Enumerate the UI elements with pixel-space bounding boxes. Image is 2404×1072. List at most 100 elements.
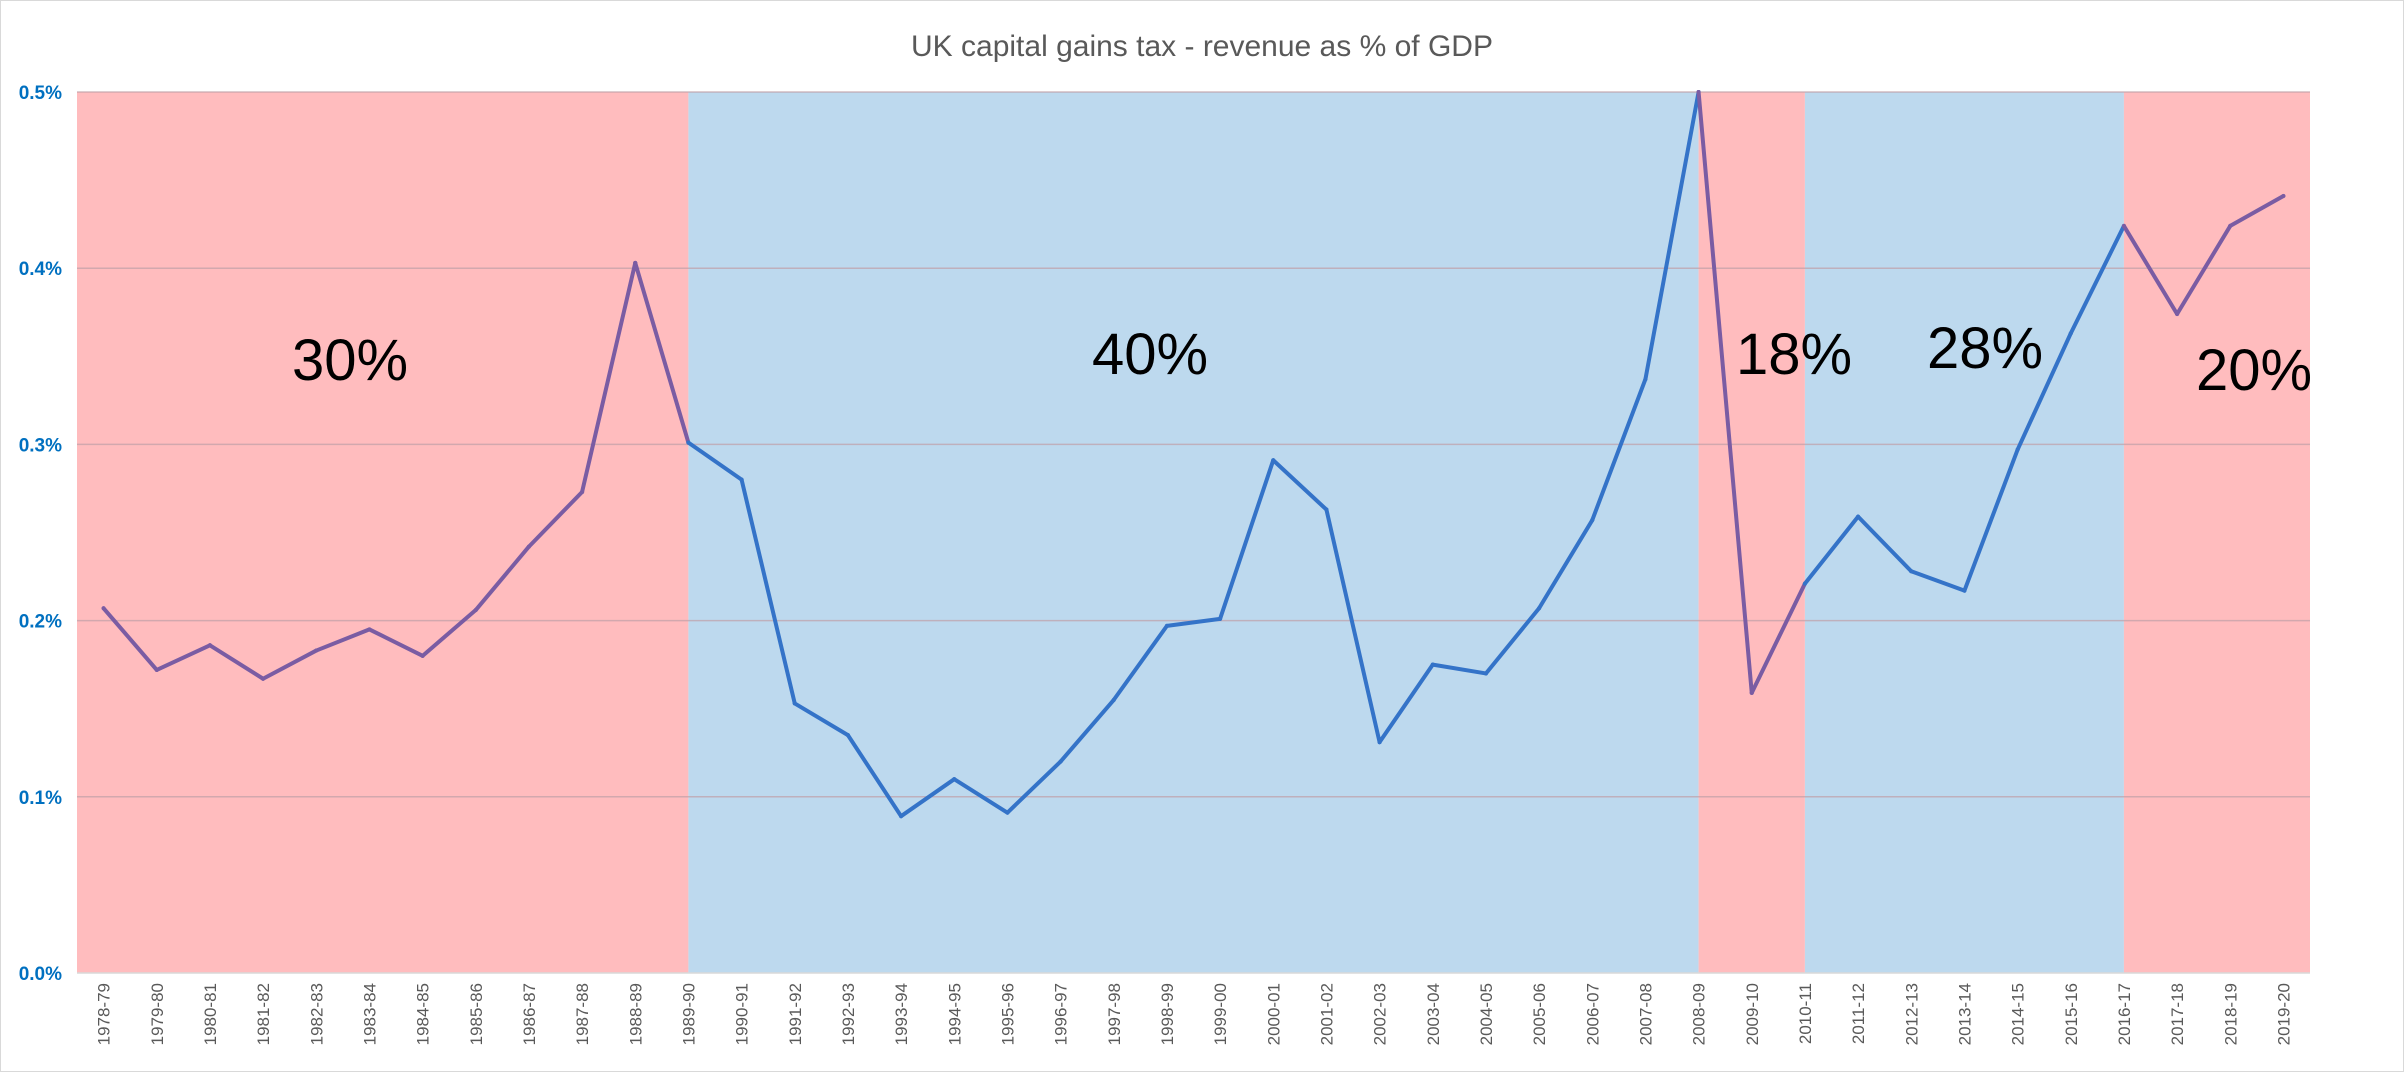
line-segment: [792, 701, 850, 738]
data-point: [1111, 697, 1116, 702]
line-segment: [845, 733, 904, 819]
x-tick-label: 1999-00: [1211, 983, 1230, 1045]
data-point: [261, 676, 266, 681]
data-point: [1005, 810, 1010, 815]
line-segment: [1271, 458, 1329, 512]
data-point: [1164, 623, 1169, 628]
data-point: [1058, 759, 1063, 764]
line-segment: [1643, 90, 1701, 382]
data-point: [845, 733, 850, 738]
line-segment: [1111, 623, 1169, 702]
line-segment: [1430, 662, 1488, 676]
x-tick-label: 1978-79: [95, 983, 114, 1045]
line-segment: [1164, 616, 1223, 628]
data-point: [526, 544, 531, 549]
rate-label: 30%: [292, 328, 408, 393]
x-tick-label: 1988-89: [626, 983, 645, 1045]
line-segment: [1856, 514, 1914, 574]
x-tick-label: 1997-98: [1105, 983, 1124, 1045]
x-tick-label: 2000-01: [1264, 983, 1283, 1045]
data-point: [473, 608, 478, 613]
x-tick-label: 2002-03: [1371, 983, 1390, 1045]
x-tick-label: 2014-15: [2009, 983, 2028, 1045]
line-segment: [1324, 507, 1382, 745]
data-point: [154, 667, 159, 672]
x-tick-label: 1979-80: [148, 983, 167, 1045]
line-segment: [314, 627, 372, 653]
line-segment: [1802, 514, 1861, 586]
line-segment: [1377, 662, 1435, 745]
line-segment: [686, 440, 744, 482]
chart-title: UK capital gains tax - revenue as % of G…: [911, 30, 1493, 63]
x-tick-label: 2007-08: [1636, 983, 1655, 1045]
y-tick-label: 0.3%: [19, 435, 62, 456]
line-segment: [526, 489, 585, 549]
data-point: [1218, 616, 1223, 621]
data-point: [367, 627, 372, 632]
x-tick-label: 1983-84: [360, 983, 379, 1045]
line-segment: [420, 608, 478, 658]
data-point: [1749, 690, 1754, 695]
x-tick-label: 1990-91: [733, 983, 752, 1045]
line-segment: [739, 477, 797, 706]
data-point: [207, 643, 212, 648]
line-segment: [1696, 90, 1754, 695]
series-line: [101, 90, 2286, 819]
line-segment: [899, 777, 957, 819]
data-point: [739, 477, 744, 482]
data-point: [1377, 740, 1382, 745]
line-segment: [207, 643, 266, 681]
data-point: [101, 606, 106, 611]
line-segment: [633, 260, 691, 445]
data-point: [2121, 223, 2126, 228]
x-tick-label: 2001-02: [1317, 983, 1336, 1045]
data-point: [1430, 662, 1435, 667]
line-segment: [1749, 581, 1807, 695]
x-tick-label: 2003-04: [1424, 983, 1443, 1045]
line-segment: [2175, 223, 2233, 317]
x-axis: 1978-79 1979-80 1980-81 1981-82 1982-83 1983-…: [95, 983, 2294, 1045]
x-tick-label: 1996-97: [1052, 983, 1071, 1045]
gridlines: [77, 91, 2310, 974]
x-tick-label: 1986-87: [520, 983, 539, 1045]
data-point: [1696, 90, 1701, 94]
x-tick-label: 1989-90: [679, 983, 698, 1045]
rate-label: 40%: [1092, 322, 1208, 387]
x-tick-label: 2013-14: [1955, 983, 1974, 1045]
data-point: [420, 653, 425, 658]
line-segment: [952, 777, 1010, 815]
rate-annotations: 30% 40% 18% 28% 20%: [292, 316, 2312, 403]
line-segment: [2015, 331, 2073, 452]
rate-band-28pct: [1804, 92, 2124, 973]
x-tick-label: 2019-20: [2274, 983, 2293, 1045]
x-tick-label: 2012-13: [1902, 983, 1921, 1045]
data-point: [2281, 193, 2286, 198]
data-point: [314, 648, 319, 653]
line-segment: [2121, 223, 2180, 317]
y-tick-label: 0.4%: [19, 259, 62, 280]
line-segment: [1218, 458, 1276, 621]
data-point: [2068, 331, 2073, 336]
x-tick-label: 1981-82: [254, 983, 273, 1045]
x-tick-label: 1994-95: [945, 983, 964, 1045]
line-segment: [1909, 569, 1967, 593]
rate-band-20pct: [2123, 92, 2310, 973]
line-segment: [580, 260, 638, 494]
x-tick-label: 1984-85: [414, 983, 433, 1045]
x-tick-label: 2005-06: [1530, 983, 1549, 1045]
data-point: [792, 701, 797, 706]
rate-bands: [77, 92, 2310, 973]
data-point: [1271, 458, 1276, 463]
data-point: [686, 440, 691, 445]
rate-label: 20%: [2196, 338, 2312, 403]
data-point: [1537, 606, 1542, 611]
line-segment: [154, 643, 212, 672]
x-tick-label: 2004-05: [1477, 983, 1496, 1045]
x-tick-label: 1985-86: [467, 983, 486, 1045]
x-tick-label: 1991-92: [786, 983, 805, 1045]
y-axis: 0.0% 0.1% 0.2% 0.3% 0.4% 0.5%: [19, 83, 62, 985]
data-point: [1324, 507, 1329, 512]
x-tick-label: 2009-10: [1743, 983, 1762, 1045]
x-tick-label: 1998-99: [1158, 983, 1177, 1045]
rate-band-18pct: [1698, 92, 1805, 973]
